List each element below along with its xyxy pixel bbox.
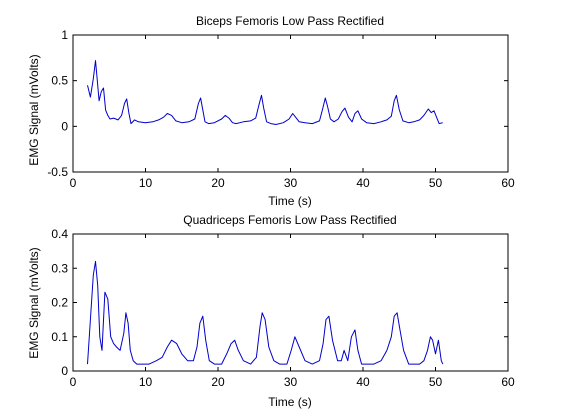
x-tick-label: 50 [429,176,443,190]
chart-title: Biceps Femoris Low Pass Rectified [196,14,384,28]
y-tick-label: 0.2 [51,296,68,310]
y-tick-label: 0.3 [51,261,68,275]
x-tick-label: 20 [211,176,225,190]
emg-signal-line [87,260,444,365]
emg-signal-line [87,60,443,125]
x-tick-label: 60 [501,375,515,389]
y-tick-label: 0.1 [51,330,68,344]
chart-biceps: Biceps Femoris Low Pass Rectified Time (… [27,14,515,208]
y-tick-label: 0 [61,364,68,378]
y-axis-label: EMG Signal (mVolts) [27,54,41,165]
y-tick-label: 0.4 [51,227,68,241]
x-tick-label: 40 [356,375,370,389]
x-tick-label: 60 [501,176,515,190]
y-tick-label: 0 [61,119,68,133]
x-tick-label: 0 [70,375,77,389]
plot-area [72,233,509,372]
x-tick-label: 50 [429,375,443,389]
plot-area [72,34,509,173]
x-axis-label: Time (s) [268,395,312,409]
x-tick-label: 10 [139,375,153,389]
x-tick-label: 0 [70,176,77,190]
x-tick-label: 10 [139,176,153,190]
y-axis-label: EMG Signal (mVolts) [27,247,41,358]
y-tick-label: 1 [61,28,68,42]
x-tick-label: 30 [284,176,298,190]
chart-title: Quadriceps Femoris Low Pass Rectified [183,213,396,227]
y-tick-label: -0.5 [47,165,68,179]
x-tick-label: 30 [284,375,298,389]
y-tick-label: 0.5 [51,74,68,88]
x-tick-label: 20 [211,375,225,389]
x-tick-label: 40 [356,176,370,190]
x-axis-label: Time (s) [268,194,312,208]
chart-quadriceps: Quadriceps Femoris Low Pass Rectified Ti… [27,213,515,409]
